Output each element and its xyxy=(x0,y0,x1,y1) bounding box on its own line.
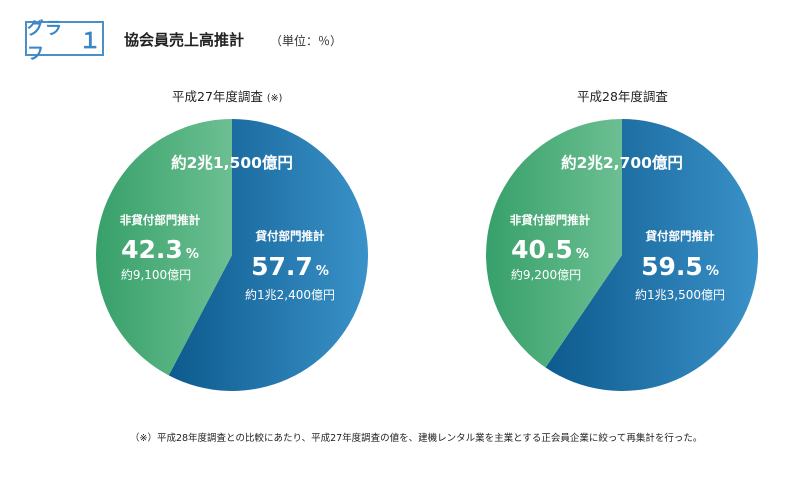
chart-1-subtitle-note: (※) xyxy=(266,93,283,104)
chart-2-subtitle: 平成28年度調査 xyxy=(577,86,668,105)
figure-badge: グラフ １ xyxy=(25,19,104,64)
chart-1-slice-lending xyxy=(168,119,369,391)
badge-number: １ xyxy=(78,28,102,54)
chart-1-subtitle: 平成27年度調査 (※) xyxy=(172,86,282,105)
chart-1-non-lending-amount: 約9,100億円 xyxy=(121,267,191,282)
chart-1-non-lending-name: 非貸付部門推計 xyxy=(120,213,201,227)
chart-1-subtitle-text: 平成27年度調査 xyxy=(172,89,263,104)
chart-2-slice-lending xyxy=(545,119,758,392)
chart-2-non-lending-name: 非貸付部門推計 xyxy=(510,213,591,227)
footnote: （※）平成28年度調査との比較にあたり、平成27年度調査の値を、建機レンタル業を… xyxy=(130,433,703,444)
chart-2-slice-non-lending xyxy=(486,119,622,368)
chart-1-lending-amount: 約1兆2,400億円 xyxy=(245,287,335,302)
chart-2-non-lending-amount: 約9,200億円 xyxy=(511,267,581,282)
chart-1-lending-name: 貸付部門推計 xyxy=(255,229,325,243)
chart-1-total-label: 約2兆1,500億円 xyxy=(171,153,293,172)
chart-2-lending-name: 貸付部門推計 xyxy=(645,229,715,243)
page-title: 協会員売上高推計 xyxy=(124,31,245,49)
badge-label: グラフ xyxy=(27,18,63,64)
unit-label: （単位：％） xyxy=(270,34,343,48)
chart-2-lending-amount: 約1兆3,500億円 xyxy=(635,287,725,302)
chart-2-total-label: 約2兆2,700億円 xyxy=(561,153,683,172)
chart-1-slice-non-lending xyxy=(96,119,233,376)
chart-2-subtitle-text: 平成28年度調査 xyxy=(577,89,668,104)
